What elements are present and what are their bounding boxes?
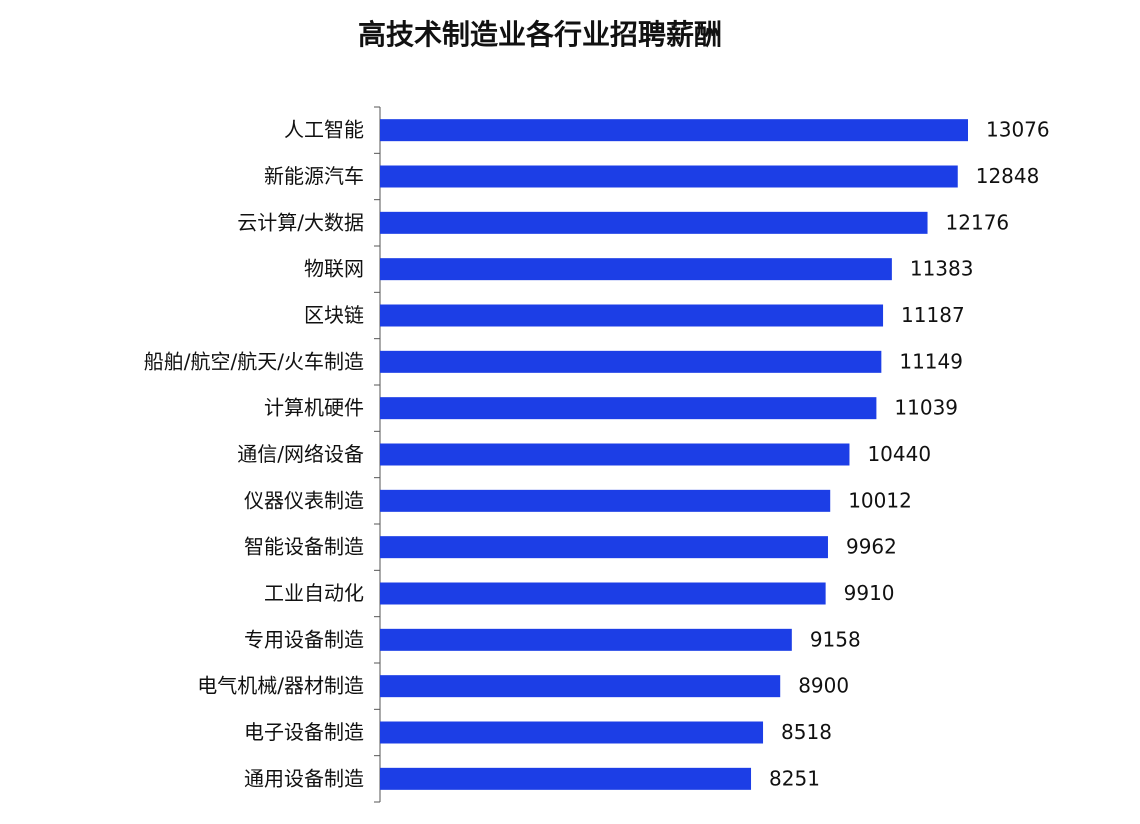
- value-label: 8518: [781, 720, 832, 744]
- value-label: 12848: [976, 164, 1040, 188]
- y-tick-label: 船舶/航空/航天/火车制造: [144, 349, 364, 373]
- value-label: 9962: [846, 535, 897, 559]
- value-label: 10440: [867, 442, 931, 466]
- bar: [380, 443, 850, 466]
- bar: [380, 767, 752, 790]
- bar: [380, 397, 877, 420]
- bar: [380, 211, 928, 234]
- value-label: 9910: [844, 581, 895, 605]
- y-tick-label: 新能源汽车: [264, 164, 364, 188]
- value-label: 13076: [986, 118, 1050, 142]
- y-tick-label: 通用设备制造: [244, 766, 364, 790]
- bar: [380, 350, 882, 373]
- y-tick-label: 物联网: [304, 257, 364, 281]
- value-label: 11383: [910, 257, 974, 281]
- bar: [380, 165, 958, 188]
- value-label: 11187: [901, 303, 965, 327]
- y-tick-label: 电子设备制造: [244, 720, 364, 744]
- y-tick-label: 通信/网络设备: [237, 442, 364, 466]
- bar: [380, 536, 828, 559]
- value-label: 11149: [899, 349, 963, 373]
- value-label: 12176: [946, 210, 1010, 234]
- y-tick-label: 电气机械/器材制造: [197, 674, 364, 698]
- value-label: 11039: [894, 396, 958, 420]
- y-tick-label: 专用设备制造: [244, 627, 364, 651]
- value-label: 8900: [798, 674, 849, 698]
- bar: [380, 675, 781, 698]
- y-tick-label: 工业自动化: [264, 581, 364, 605]
- bar: [380, 582, 826, 605]
- value-label: 10012: [848, 488, 912, 512]
- bar: [380, 258, 892, 281]
- bar: [380, 119, 968, 142]
- bar: [380, 304, 884, 327]
- bar: [380, 489, 831, 512]
- value-label: 8251: [769, 766, 820, 790]
- y-tick-label: 人工智能: [284, 118, 364, 142]
- y-tick-label: 区块链: [304, 303, 364, 327]
- bar: [380, 628, 792, 651]
- y-tick-label: 仪器仪表制造: [244, 488, 364, 512]
- y-tick-label: 云计算/大数据: [237, 210, 364, 234]
- bar: [380, 721, 764, 744]
- value-label: 9158: [810, 627, 861, 651]
- chart-title: 高技术制造业各行业招聘薪酬: [358, 18, 722, 51]
- y-tick-label: 计算机硬件: [264, 396, 364, 420]
- y-tick-label: 智能设备制造: [244, 535, 364, 559]
